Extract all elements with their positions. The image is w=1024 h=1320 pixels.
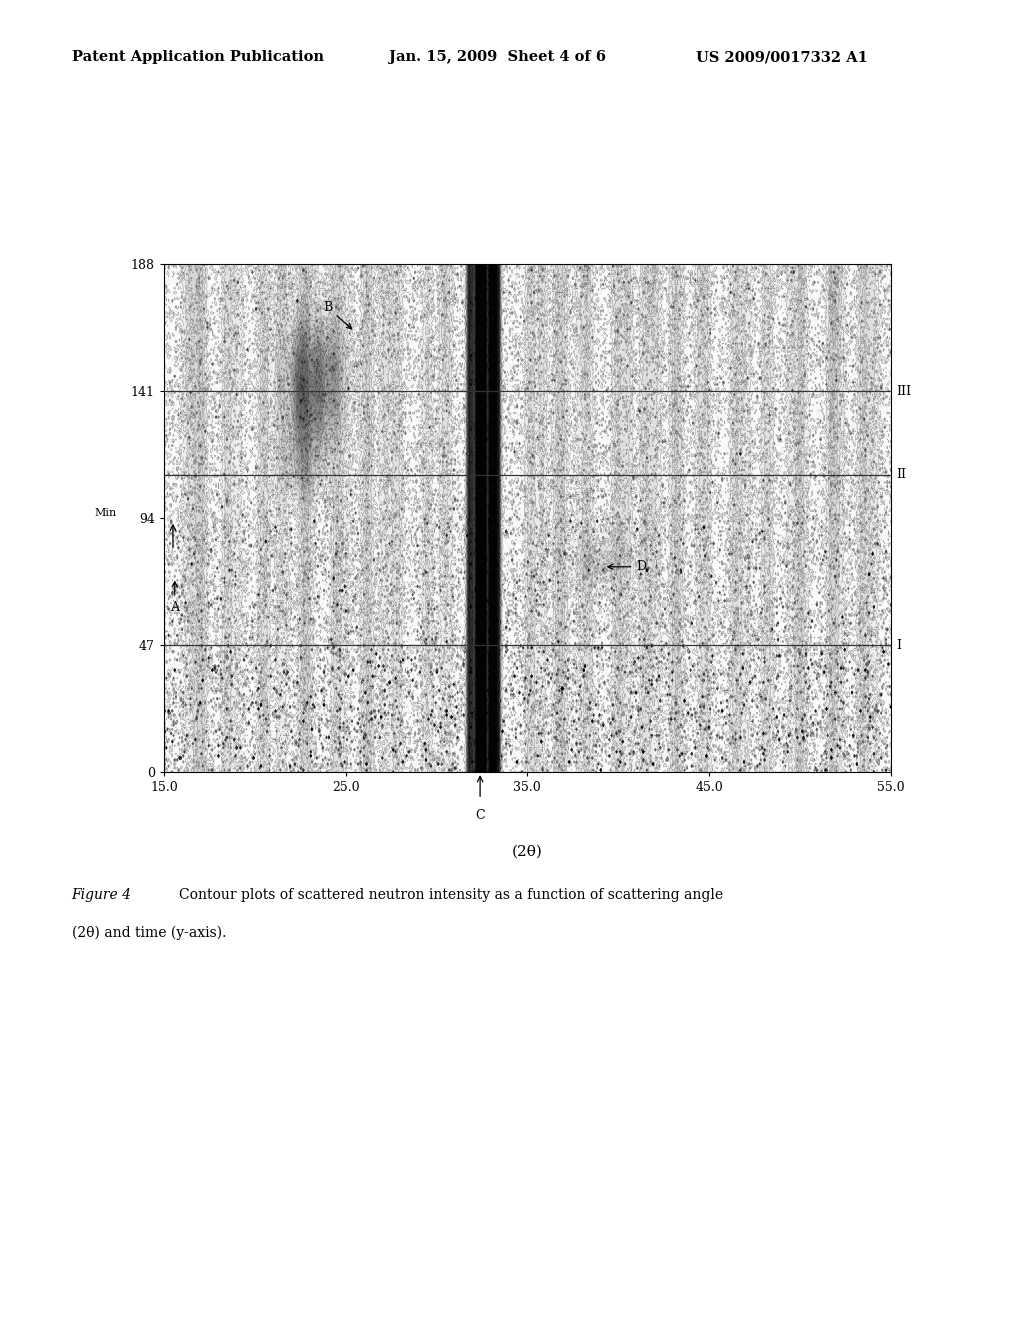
Text: I: I bbox=[897, 639, 902, 652]
Text: Figure 4: Figure 4 bbox=[72, 888, 132, 903]
Text: Patent Application Publication: Patent Application Publication bbox=[72, 50, 324, 65]
Text: US 2009/0017332 A1: US 2009/0017332 A1 bbox=[696, 50, 868, 65]
Text: C: C bbox=[475, 809, 485, 822]
Text: (2θ) and time (y-axis).: (2θ) and time (y-axis). bbox=[72, 925, 226, 940]
Text: Jan. 15, 2009  Sheet 4 of 6: Jan. 15, 2009 Sheet 4 of 6 bbox=[389, 50, 606, 65]
Text: (2θ): (2θ) bbox=[512, 845, 543, 859]
Text: Min: Min bbox=[94, 508, 117, 519]
Text: B: B bbox=[323, 301, 351, 329]
Text: III: III bbox=[897, 384, 911, 397]
Text: II: II bbox=[897, 469, 906, 482]
Text: A: A bbox=[170, 582, 179, 614]
Text: D: D bbox=[608, 560, 646, 573]
Text: Contour plots of scattered neutron intensity as a function of scattering angle: Contour plots of scattered neutron inten… bbox=[179, 888, 723, 903]
